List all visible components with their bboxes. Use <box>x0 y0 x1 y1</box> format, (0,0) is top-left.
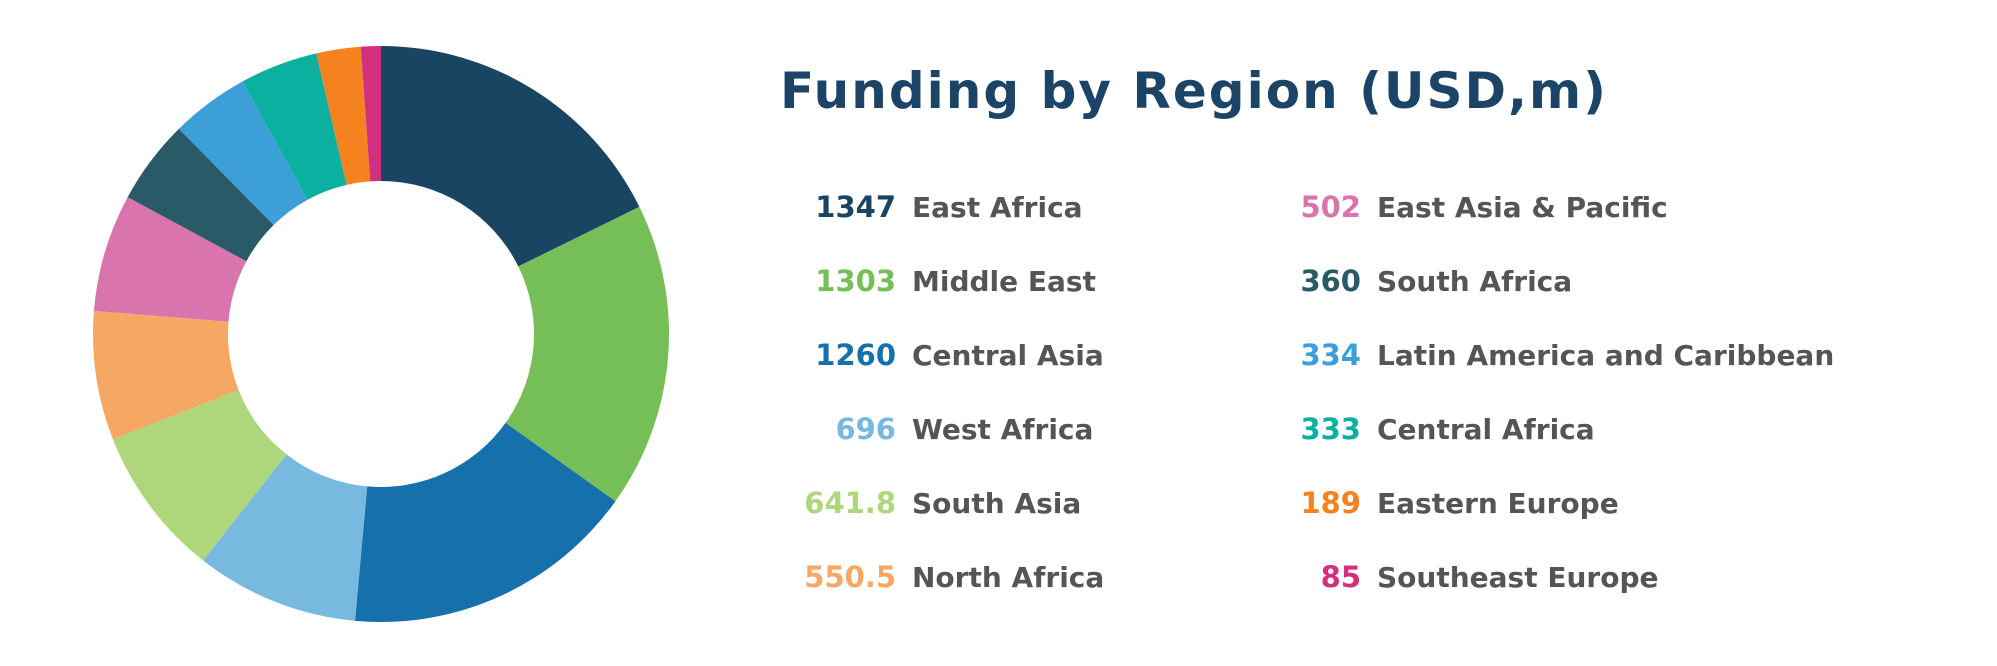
legend-label: West Africa <box>912 412 1094 446</box>
legend-value: 1347 <box>815 190 896 224</box>
legend-item-latin-america-and-caribbean: 334 Latin America and Caribbean <box>1230 318 1834 392</box>
legend-item-west-africa: 696 West Africa <box>760 392 1104 466</box>
pie-slice-eastern-europe <box>316 46 371 185</box>
legend-value: 641.8 <box>804 486 896 520</box>
pie-slice-south-asia <box>112 389 287 561</box>
legend-item-east-africa: 1347 East Africa <box>760 170 1104 244</box>
legend-label: Middle East <box>912 264 1096 298</box>
legend-item-north-africa: 550.5 North Africa <box>760 540 1104 614</box>
legend-value: 696 <box>835 412 896 446</box>
legend-label: Southeast Europe <box>1377 560 1659 594</box>
pie-slice-central-asia <box>355 422 616 622</box>
legend-column-left: 1347 East Africa 1303 Middle East 1260 Centra… <box>760 170 1104 614</box>
legend-value: 334 <box>1300 338 1361 372</box>
legend-label: South Asia <box>912 486 1082 520</box>
legend-label: Central Africa <box>1377 412 1595 446</box>
legend-label: Eastern Europe <box>1377 486 1619 520</box>
legend-item-east-asia-pacific: 502 East Asia & Pacific <box>1230 170 1834 244</box>
pie-slice-north-africa <box>92 310 239 440</box>
pie-slice-east-asia-pacific <box>93 197 247 322</box>
legend-item-south-africa: 360 South Africa <box>1230 244 1834 318</box>
pie-slice-east-africa <box>381 46 640 267</box>
legend-value: 360 <box>1300 264 1361 298</box>
pie-slice-west-africa <box>203 454 368 621</box>
legend-label: Central Asia <box>912 338 1104 372</box>
legend-value: 85 <box>1320 560 1361 594</box>
pie-slice-middle-east <box>505 206 669 502</box>
legend-label: East Africa <box>912 190 1083 224</box>
legend-value: 189 <box>1300 486 1361 520</box>
pie-slice-south-africa <box>127 128 274 262</box>
pie-slice-central-africa <box>242 53 347 200</box>
legend-label: South Africa <box>1377 264 1573 298</box>
legend-label: Latin America and Caribbean <box>1377 338 1835 372</box>
legend-value: 550.5 <box>804 560 896 594</box>
legend-column-right: 502 East Asia & Pacific 360 South Africa 334… <box>1230 170 1834 614</box>
legend-value: 502 <box>1300 190 1361 224</box>
legend-item-eastern-europe: 189 Eastern Europe <box>1230 466 1834 540</box>
donut-chart <box>92 46 669 622</box>
pie-slice-southeast-europe <box>360 46 381 182</box>
legend-item-middle-east: 1303 Middle East <box>760 244 1104 318</box>
legend-item-southeast-europe: 85 Southeast Europe <box>1230 540 1834 614</box>
legend-item-central-africa: 333 Central Africa <box>1230 392 1834 466</box>
legend-label: North Africa <box>912 560 1105 594</box>
chart-title: Funding by Region (USD,m) <box>780 62 1608 120</box>
legend-label: East Asia & Pacific <box>1377 190 1668 224</box>
legend-value: 333 <box>1300 412 1361 446</box>
legend-value: 1303 <box>815 264 896 298</box>
legend-item-south-asia: 641.8 South Asia <box>760 466 1104 540</box>
legend-item-central-asia: 1260 Central Asia <box>760 318 1104 392</box>
pie-slice-latin-america-and-caribbean <box>178 81 308 225</box>
legend-value: 1260 <box>815 338 896 372</box>
